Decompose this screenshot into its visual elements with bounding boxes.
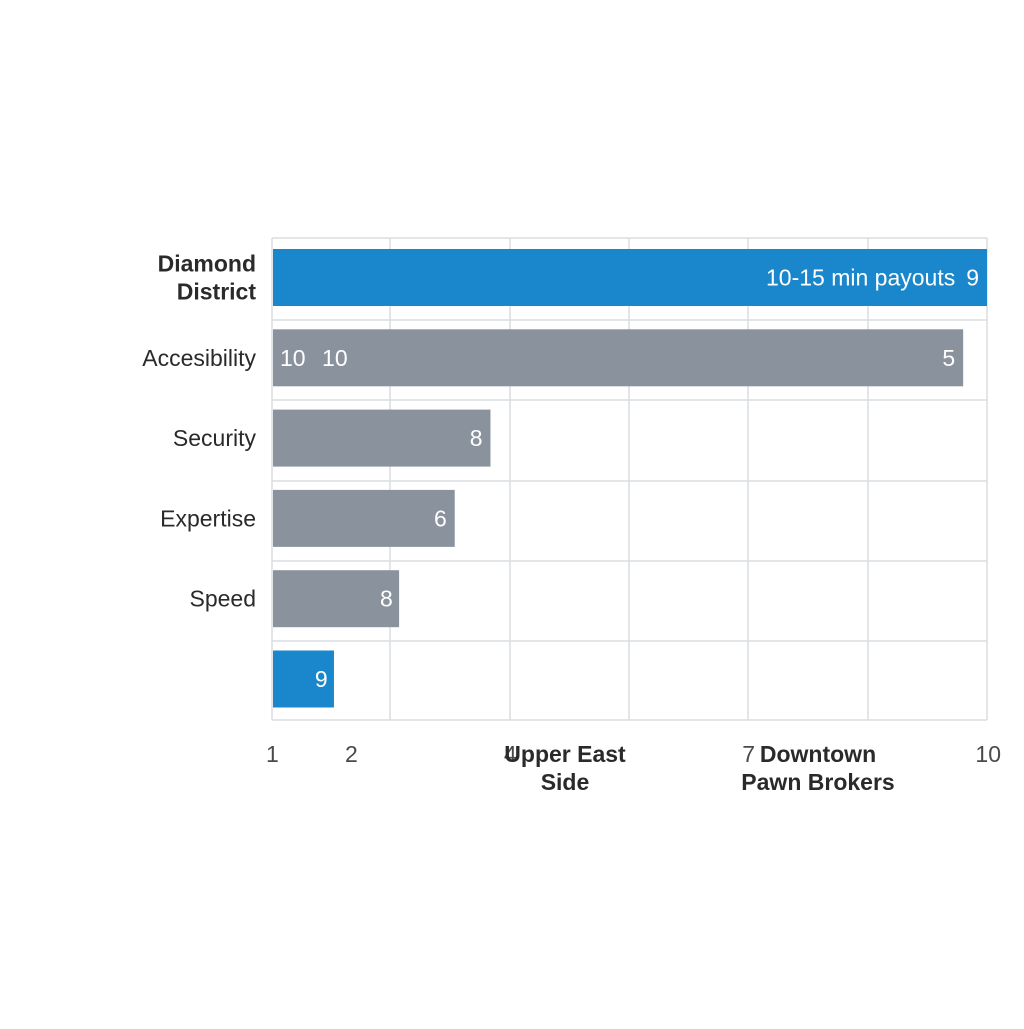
x-tick-label: 2 (345, 741, 358, 767)
category-label: Security (173, 425, 257, 451)
bar-value-label: 9 (966, 265, 979, 291)
bar (273, 409, 491, 467)
category-label: Expertise (160, 505, 256, 531)
bar-value-label: 10 (280, 345, 306, 371)
bar-value-label: 9 (315, 666, 328, 692)
x-annotation-label: Pawn Brokers (741, 769, 894, 795)
category-label: Speed (189, 586, 256, 612)
bar-value-label: 10 (322, 345, 348, 371)
bar-value-label: 8 (380, 586, 393, 612)
x-tick-label: 4 (504, 741, 517, 767)
category-label: Accesibility (142, 345, 256, 371)
bar (273, 249, 987, 306)
bar (273, 489, 455, 547)
category-label: Diamond (158, 251, 256, 277)
category-label: District (177, 279, 257, 305)
x-tick-label: 1 (266, 741, 279, 767)
bar (273, 329, 964, 387)
x-annotation-label: Downtown (760, 741, 876, 767)
x-tick-label: 7 (742, 741, 755, 767)
x-annotation-label: Side (541, 769, 590, 795)
bar-value-label: 6 (434, 505, 447, 531)
bar-value-label: 8 (470, 425, 483, 451)
x-annotation-label: Upper East (504, 741, 626, 767)
bar (273, 650, 334, 708)
x-tick-label: 10 (975, 741, 1001, 767)
bar-value-label: 10-15 min payouts (766, 265, 955, 291)
bar-value-label: 5 (942, 345, 955, 371)
bar (273, 570, 400, 628)
